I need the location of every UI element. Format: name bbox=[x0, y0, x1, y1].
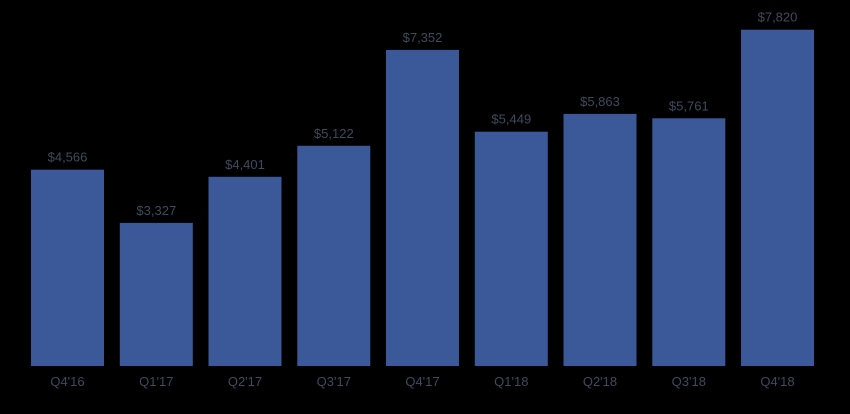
data-label-8: $7,820 bbox=[758, 10, 798, 25]
x-tick-label-6: Q2'18 bbox=[583, 374, 617, 389]
bar-8 bbox=[741, 29, 814, 366]
x-tick-label-0: Q4'16 bbox=[50, 374, 84, 389]
data-label-4: $7,352 bbox=[403, 30, 443, 45]
data-label-1: $3,327 bbox=[136, 203, 176, 218]
bar-3 bbox=[297, 145, 371, 366]
x-tick-label-5: Q1'18 bbox=[494, 374, 528, 389]
bar-2 bbox=[208, 176, 282, 366]
x-tick-label-8: Q4'18 bbox=[760, 374, 794, 389]
x-tick-label-4: Q4'17 bbox=[405, 374, 439, 389]
data-label-2: $4,401 bbox=[225, 157, 265, 172]
bar-0 bbox=[31, 169, 104, 366]
data-label-3: $5,122 bbox=[314, 126, 354, 141]
bar-7 bbox=[652, 118, 726, 366]
x-tick-label-1: Q1'17 bbox=[139, 374, 173, 389]
bar-4 bbox=[386, 49, 459, 367]
data-label-7: $5,761 bbox=[669, 98, 709, 113]
data-label-5: $5,449 bbox=[491, 112, 531, 127]
bar-6 bbox=[563, 113, 637, 367]
bar-1 bbox=[119, 222, 193, 366]
x-tick-label-3: Q3'17 bbox=[317, 374, 351, 389]
x-tick-label-2: Q2'17 bbox=[228, 374, 262, 389]
data-label-6: $5,863 bbox=[580, 94, 620, 109]
data-label-0: $4,566 bbox=[48, 150, 88, 165]
bar-5 bbox=[474, 131, 548, 366]
x-tick-label-7: Q3'18 bbox=[672, 374, 706, 389]
